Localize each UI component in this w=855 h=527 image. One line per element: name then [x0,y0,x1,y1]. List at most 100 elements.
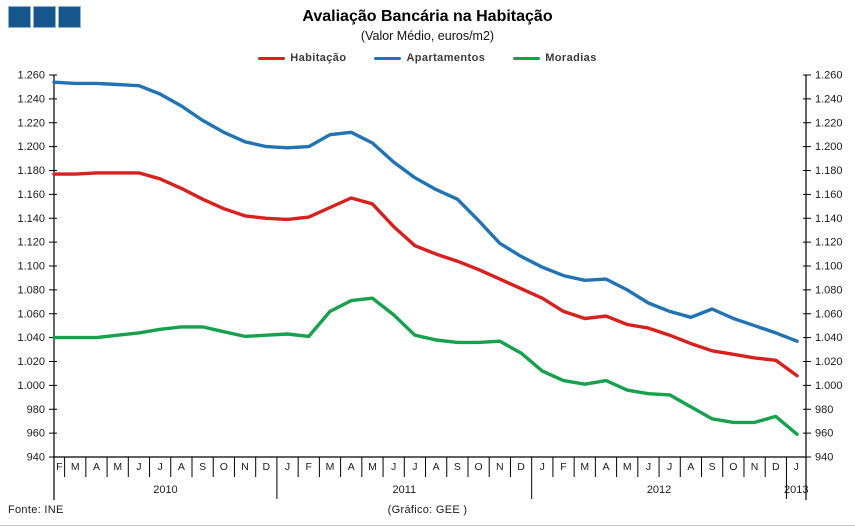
y-tick-label-left: 1.140 [17,213,45,225]
year-label: 2011 [392,484,416,496]
y-tick-label-left: 1.180 [17,165,45,177]
month-label: M [326,461,335,473]
month-label: D [263,461,271,473]
month-label: M [623,461,632,473]
month-label: J [285,461,290,473]
month-label: A [602,461,609,473]
page-title: Avaliação Bancária na Habitação [302,8,553,25]
y-tick-label-left: 980 [27,404,45,416]
month-label: J [412,461,417,473]
logo-square [58,6,81,28]
month-label: O [729,461,737,473]
bottom-divider [0,525,855,526]
y-tick-label-right: 1.200 [815,141,843,153]
y-tick-label-right: 1.140 [815,213,843,225]
logo [8,6,81,28]
month-label: J [794,461,799,473]
month-label: J [136,461,141,473]
y-axis-ticks: 1.260 1.260 1.240 1.240 1.220 1.220 1.200 1.200… [17,70,842,464]
y-tick-label-left: 1.260 [17,70,45,82]
legend-label: Apartamentos [406,52,486,64]
legend-item-apartamentos: Apartamentos [374,52,485,64]
legend-line-swatch-habitacao [258,56,286,60]
month-label: D [517,461,525,473]
month-label: S [199,461,206,473]
y-tick-label-right: 1.000 [815,380,843,392]
month-label: S [709,461,716,473]
y-tick-label-left: 1.200 [17,141,45,153]
y-tick-label-left: 1.000 [17,380,45,392]
month-label: A [348,461,355,473]
series-line-habitacao [52,171,799,378]
chart-axes [53,75,807,500]
y-tick-label-right: 960 [815,428,833,440]
logo-square [33,6,56,28]
y-tick-label-left: 1.020 [17,356,45,368]
y-tick-label-right: 940 [815,452,833,464]
chart-series-lines [52,80,799,436]
y-tick-label-right: 1.240 [815,93,843,105]
credit-note: (Gráfico: GEE ) [387,504,468,516]
month-label: D [772,461,780,473]
month-label: J [646,461,651,473]
month-label: N [241,461,249,473]
month-label: A [178,461,185,473]
y-tick-label-left: 1.100 [17,261,45,273]
source-note: Fonte: INE [8,504,64,516]
month-label: F [306,461,312,473]
month-label: O [475,461,483,473]
legend-item-moradias: Moradias [513,52,597,64]
y-tick-label-left: 1.120 [17,237,45,249]
logo-square [8,6,31,28]
y-tick-label-left: 1.080 [17,284,45,296]
y-tick-label-right: 1.060 [815,308,843,320]
y-tick-label-right: 1.220 [815,117,843,129]
month-label: M [580,461,589,473]
month-label: J [667,461,672,473]
legend-item-habitacao: Habitação [258,52,346,64]
chart-legend: Habitação Apartamentos Moradias [0,51,855,65]
month-label: A [687,461,694,473]
year-label: 2012 [647,484,671,496]
y-tick-label-left: 960 [27,428,45,440]
y-tick-label-right: 980 [815,404,833,416]
legend-label: Habitação [290,52,347,64]
y-tick-label-left: 1.060 [17,308,45,320]
y-tick-label-left: 1.220 [17,117,45,129]
series-line-apartamentos [52,80,799,343]
y-tick-label-right: 1.120 [815,237,843,249]
year-label: 2013 [784,484,808,496]
y-tick-label-left: 1.040 [17,332,45,344]
month-label: F [56,461,62,473]
y-tick-label-right: 1.080 [815,284,843,296]
series-line-moradias [52,296,799,436]
y-tick-label-right: 1.160 [815,189,843,201]
month-label: F [560,461,566,473]
page-subtitle: (Valor Médio, euros/m2) [360,29,495,43]
y-tick-label-left: 940 [27,452,45,464]
month-label: A [433,461,440,473]
y-tick-label-right: 1.180 [815,165,843,177]
legend-line-swatch-apartamentos [374,56,402,60]
y-tick-label-right: 1.260 [815,70,843,82]
legend-line-swatch-moradias [513,56,541,60]
month-label: J [158,461,163,473]
y-tick-label-left: 1.160 [17,189,45,201]
y-tick-label-right: 1.020 [815,356,843,368]
month-label: M [113,461,122,473]
legend-label: Moradias [545,52,597,64]
month-label: J [391,461,396,473]
month-label: M [71,461,80,473]
month-label: O [220,461,228,473]
month-label: J [540,461,545,473]
x-axis-labels: F M A M J J A S O N D J F M A M J J A S O N D J F M A M J J A S O N D J2010… [56,457,808,499]
month-label: N [496,461,504,473]
y-tick-label-left: 1.240 [17,93,45,105]
year-label: 2010 [153,484,177,496]
month-label: A [93,461,100,473]
y-tick-label-right: 1.100 [815,261,843,273]
month-label: M [368,461,377,473]
y-tick-label-right: 1.040 [815,332,843,344]
month-label: N [751,461,759,473]
